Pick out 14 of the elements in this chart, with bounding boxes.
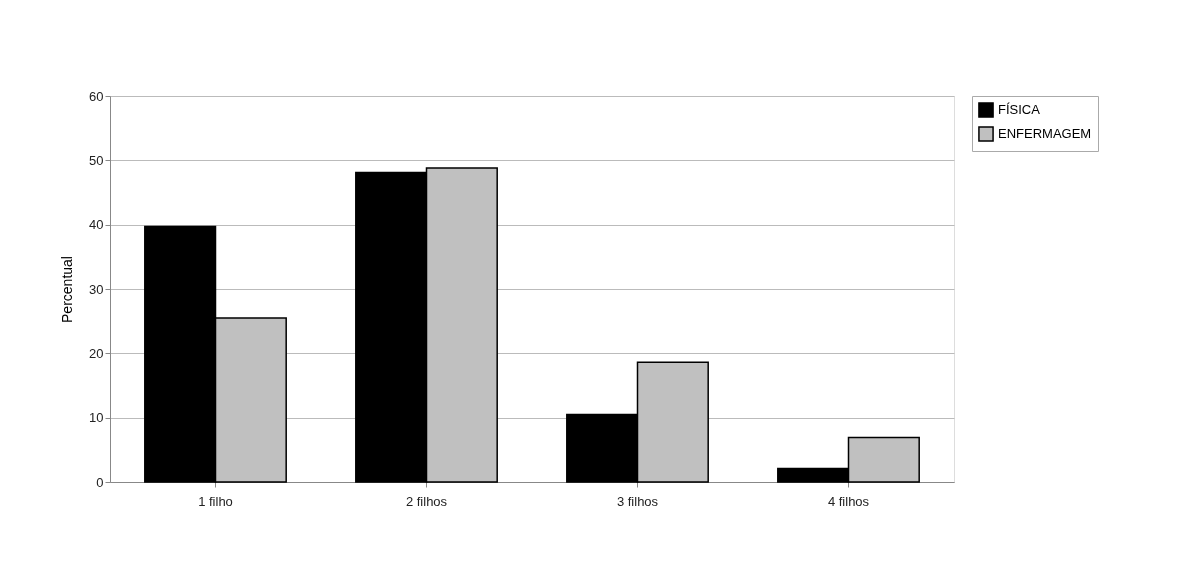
y-tick-label: 20 (89, 345, 104, 361)
x-tick-label: 4 filhos (827, 493, 870, 509)
x-tick-label: 3 filhos (616, 493, 659, 509)
legend-label: FÍSICA (998, 102, 1041, 117)
y-tick-label: 10 (89, 410, 104, 426)
y-tick-label: 40 (89, 217, 104, 233)
x-tick-label: 1 filho (198, 493, 233, 509)
y-axis-title: Percentual (59, 256, 76, 323)
y-tick-label: 30 (89, 281, 104, 297)
y-tick-label: 60 (89, 88, 104, 104)
legend-label: ENFERMAGEM (998, 126, 1092, 141)
y-tick-label: 0 (96, 474, 104, 490)
x-tick-label: 2 filhos (405, 493, 448, 509)
y-tick-label: 50 (89, 152, 104, 168)
